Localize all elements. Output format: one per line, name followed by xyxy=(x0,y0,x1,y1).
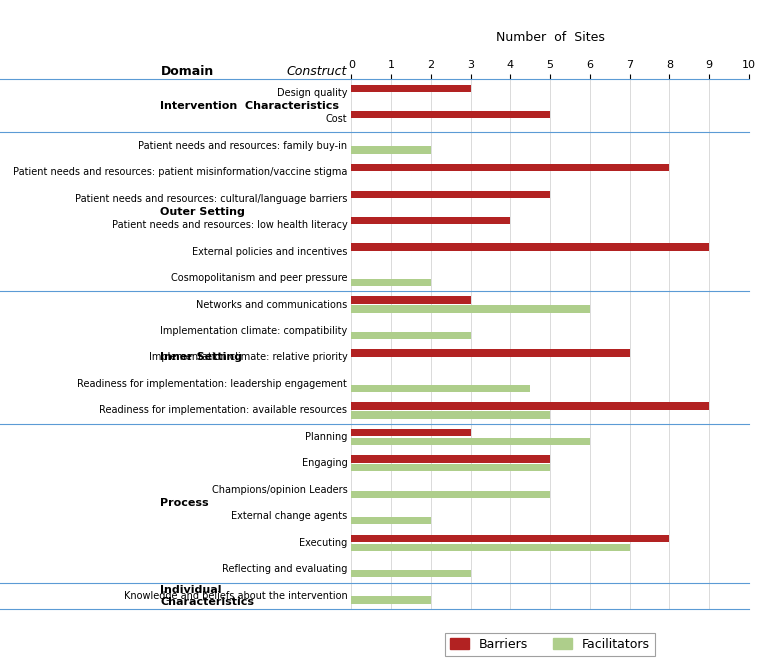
Bar xyxy=(351,297,471,304)
Bar xyxy=(351,385,530,392)
Bar xyxy=(351,517,431,524)
Bar xyxy=(351,350,630,357)
Bar xyxy=(351,217,510,224)
Text: External change agents: External change agents xyxy=(231,511,347,522)
Text: Patient needs and resources: patient misinformation/vaccine stigma: Patient needs and resources: patient mis… xyxy=(13,167,347,177)
Bar xyxy=(351,544,630,551)
Bar xyxy=(351,146,431,154)
Text: Process: Process xyxy=(161,498,209,508)
Text: Reflecting and evaluating: Reflecting and evaluating xyxy=(222,564,347,575)
Text: Inner Setting: Inner Setting xyxy=(161,352,242,363)
Text: Cost: Cost xyxy=(326,114,347,124)
Text: Engaging: Engaging xyxy=(302,458,347,469)
Bar xyxy=(351,411,550,418)
Bar xyxy=(351,305,590,312)
Text: Knowledge and beliefs about the intervention: Knowledge and beliefs about the interven… xyxy=(124,591,347,601)
Text: External policies and incentives: External policies and incentives xyxy=(192,246,347,257)
Text: Readiness for implementation: leadership engagement: Readiness for implementation: leadership… xyxy=(77,379,347,389)
Text: Domain: Domain xyxy=(161,65,214,78)
Bar xyxy=(351,332,471,339)
Text: Champions/opinion Leaders: Champions/opinion Leaders xyxy=(212,485,347,495)
Text: Planning: Planning xyxy=(305,432,347,442)
Text: Patient needs and resources: low health literacy: Patient needs and resources: low health … xyxy=(111,220,347,230)
Text: Outer Setting: Outer Setting xyxy=(161,207,245,217)
Bar xyxy=(351,191,550,198)
Bar xyxy=(351,429,471,436)
Bar xyxy=(351,596,431,604)
Text: Patient needs and resources: cultural/language barriers: Patient needs and resources: cultural/la… xyxy=(75,193,347,204)
Text: Readiness for implementation: available resources: Readiness for implementation: available … xyxy=(100,405,347,416)
Text: Implementation climate: relative priority: Implementation climate: relative priorit… xyxy=(148,352,347,363)
Text: Patient needs and resources: family buy-in: Patient needs and resources: family buy-… xyxy=(138,140,347,151)
Legend: Barriers, Facilitators: Barriers, Facilitators xyxy=(445,633,655,656)
Bar xyxy=(351,244,709,251)
Text: Construct: Construct xyxy=(287,65,347,78)
Text: Number  of  Sites: Number of Sites xyxy=(496,30,604,44)
Bar xyxy=(351,438,590,445)
Bar xyxy=(351,164,669,171)
Text: Intervention  Characteristics: Intervention Characteristics xyxy=(161,101,340,111)
Bar xyxy=(351,491,550,498)
Text: Cosmopolitanism and peer pressure: Cosmopolitanism and peer pressure xyxy=(171,273,347,283)
Text: Implementation climate: compatibility: Implementation climate: compatibility xyxy=(160,326,347,336)
Text: Design quality: Design quality xyxy=(277,87,347,98)
Bar xyxy=(351,402,709,410)
Bar xyxy=(351,111,550,118)
Bar xyxy=(351,455,550,463)
Bar xyxy=(351,570,471,577)
Bar xyxy=(351,535,669,542)
Bar xyxy=(351,279,431,286)
Text: Networks and communications: Networks and communications xyxy=(196,299,347,310)
Bar xyxy=(351,85,471,92)
Text: Executing: Executing xyxy=(299,538,347,548)
Bar xyxy=(351,464,550,471)
Text: Individual
Characteristics: Individual Characteristics xyxy=(161,585,255,606)
